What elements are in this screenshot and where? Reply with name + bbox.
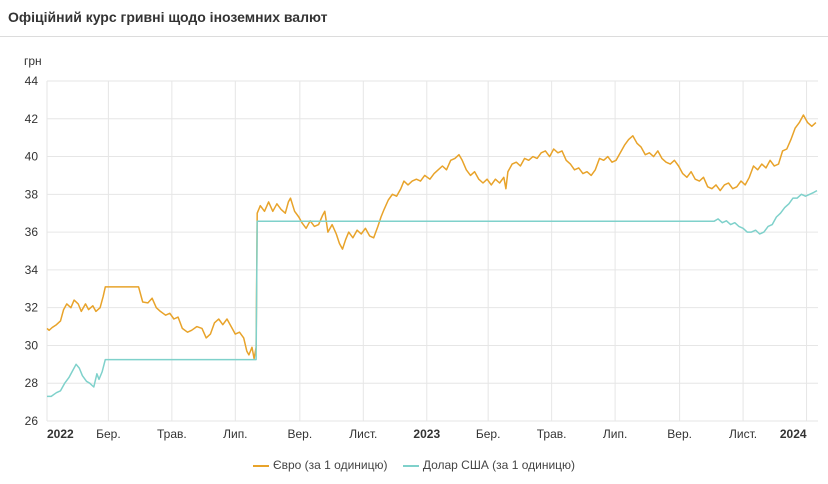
series-line-usd[interactable] (47, 189, 818, 398)
chart-title: Офіційний курс гривні щодо іноземних вал… (8, 9, 328, 25)
x-tick-label: Бер. (96, 427, 121, 441)
x-tick-label: 2022 (47, 427, 74, 441)
x-tick-label: Лип. (603, 427, 627, 441)
x-axis: 2022 Бер. Трав. Лип. Вер. Лист. 2023 Бер. Трав. Л… (47, 427, 807, 441)
legend-label-euro: Євро (за 1 одиницю) (272, 458, 388, 472)
legend-swatch-usd (402, 464, 419, 467)
series-lines (46, 114, 818, 398)
y-tick-label: 40 (25, 150, 39, 164)
chart-header: Офіційний курс гривні щодо іноземних вал… (0, 0, 828, 37)
y-tick-label: 36 (25, 225, 39, 239)
x-tick-label: Трав. (537, 427, 567, 441)
legend-swatch-euro (252, 464, 269, 467)
line-chart: грн 26 28 30 32 34 36 38 40 42 44 2022 Бер. Трав. Ли… (24, 54, 818, 441)
legend-item-euro[interactable]: Євро (за 1 одиницю) (252, 458, 388, 472)
grid-lines (46, 80, 818, 422)
legend: Євро (за 1 одиницю) Долар США (за 1 один… (0, 458, 828, 472)
x-tick-label: Бер. (476, 427, 501, 441)
y-tick-label: 38 (25, 187, 39, 201)
x-tick-label: Вер. (667, 427, 692, 441)
x-tick-label: Вер. (287, 427, 312, 441)
legend-item-usd[interactable]: Долар США (за 1 одиницю) (402, 458, 576, 472)
y-tick-label: 30 (25, 338, 39, 352)
y-axis-label: грн (24, 54, 42, 68)
y-tick-label: 44 (25, 74, 39, 88)
x-tick-label: Лип. (223, 427, 247, 441)
x-tick-label: Лист. (729, 427, 757, 441)
series-line-euro[interactable] (46, 114, 817, 360)
y-axis: грн 26 28 30 32 34 36 38 40 42 44 (24, 54, 42, 428)
y-tick-label: 34 (25, 263, 39, 277)
x-tick-label: Трав. (157, 427, 187, 441)
y-tick-label: 28 (25, 376, 39, 390)
x-tick-label: 2024 (780, 427, 807, 441)
y-tick-label: 42 (25, 112, 39, 126)
x-tick-label: Лист. (349, 427, 377, 441)
y-tick-label: 32 (25, 301, 39, 315)
y-tick-label: 26 (25, 414, 39, 428)
x-tick-label: 2023 (413, 427, 440, 441)
legend-label-usd: Долар США (за 1 одиницю) (422, 458, 576, 472)
